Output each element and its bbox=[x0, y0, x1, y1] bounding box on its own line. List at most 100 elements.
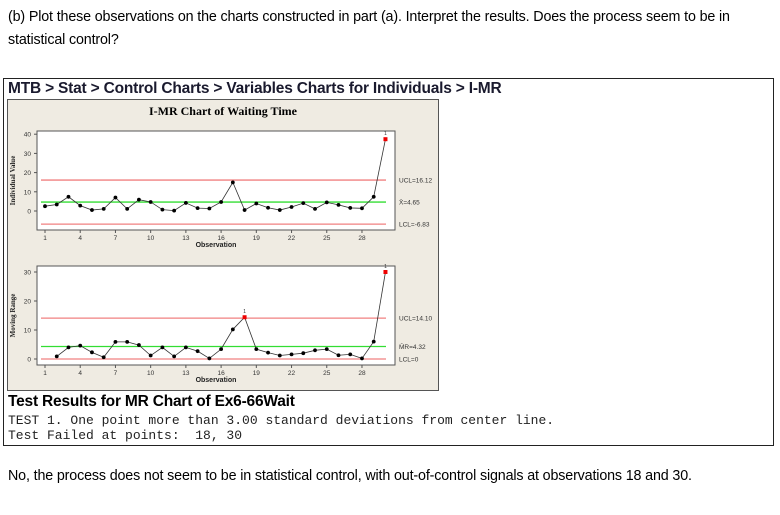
svg-text:LCL=0: LCL=0 bbox=[399, 357, 419, 364]
svg-text:13: 13 bbox=[182, 370, 190, 377]
data-point bbox=[78, 343, 83, 348]
data-point bbox=[160, 345, 165, 350]
svg-text:10: 10 bbox=[147, 235, 155, 242]
data-point bbox=[207, 206, 212, 211]
data-point bbox=[336, 202, 341, 207]
svg-text:Observation: Observation bbox=[196, 242, 237, 249]
svg-text:25: 25 bbox=[323, 370, 331, 377]
data-point bbox=[90, 208, 94, 212]
data-point bbox=[230, 180, 235, 185]
svg-text:LCL=-6.83: LCL=-6.83 bbox=[399, 222, 430, 229]
data-point bbox=[207, 356, 212, 361]
data-point bbox=[266, 205, 270, 210]
test-results-title: Test Results for MR Chart of Ex6-66Wait bbox=[8, 393, 295, 410]
svg-text:19: 19 bbox=[253, 370, 261, 377]
svg-text:13: 13 bbox=[182, 235, 190, 242]
test-results-line-1: TEST 1. One point more than 3.00 standar… bbox=[8, 413, 555, 428]
data-point bbox=[277, 353, 282, 358]
svg-text:22: 22 bbox=[288, 370, 296, 377]
data-point bbox=[289, 352, 294, 357]
data-point bbox=[336, 353, 341, 358]
svg-text:10: 10 bbox=[24, 189, 32, 196]
chart-panel-title: I-MR Chart of Waiting Time bbox=[148, 104, 297, 118]
data-point bbox=[148, 353, 153, 358]
data-point bbox=[183, 201, 188, 205]
out-of-control-point bbox=[242, 315, 247, 320]
data-point bbox=[219, 200, 224, 204]
data-point bbox=[137, 343, 141, 347]
svg-text:30: 30 bbox=[24, 151, 32, 158]
individuals-chart: 0 10 20 30 40 1 4 7 10 13 16 19 22 25 28 Observation Ind… bbox=[9, 130, 432, 249]
svg-text:28: 28 bbox=[358, 370, 366, 377]
svg-text:22: 22 bbox=[288, 235, 296, 242]
svg-text:0: 0 bbox=[27, 209, 31, 216]
data-point bbox=[137, 197, 141, 202]
svg-text:1: 1 bbox=[384, 264, 387, 270]
data-point bbox=[54, 354, 59, 359]
svg-text:Individual Value: Individual Value bbox=[9, 156, 17, 206]
data-point bbox=[266, 350, 270, 355]
data-point bbox=[254, 201, 259, 206]
data-point bbox=[360, 356, 364, 361]
svg-text:7: 7 bbox=[114, 370, 118, 377]
svg-text:1: 1 bbox=[384, 131, 387, 137]
moving-range-chart: 0 10 20 30 1 4 7 10 13 16 19 22 25 28 Observation Movin… bbox=[9, 264, 432, 384]
test-results-line-2: Test Failed at points: 18, 30 bbox=[8, 428, 243, 443]
data-point bbox=[90, 350, 94, 355]
svg-text:4: 4 bbox=[78, 235, 82, 242]
data-point bbox=[172, 208, 177, 213]
data-point bbox=[301, 351, 306, 356]
data-point bbox=[371, 339, 376, 344]
data-point bbox=[230, 327, 235, 332]
data-point bbox=[66, 194, 71, 199]
data-point bbox=[324, 347, 329, 352]
out-of-control-point bbox=[383, 270, 388, 274]
svg-text:0: 0 bbox=[27, 357, 31, 364]
svg-text:1: 1 bbox=[43, 370, 47, 377]
data-point bbox=[324, 200, 329, 205]
svg-text:Observation: Observation bbox=[196, 377, 237, 384]
data-point bbox=[277, 208, 282, 212]
data-point bbox=[254, 347, 259, 352]
data-point bbox=[101, 206, 106, 211]
svg-text:4: 4 bbox=[78, 370, 82, 377]
data-point bbox=[219, 347, 224, 352]
svg-text:16: 16 bbox=[217, 370, 225, 377]
svg-text:X̄=4.65: X̄=4.65 bbox=[399, 199, 420, 207]
minitab-output-frame bbox=[3, 78, 774, 446]
svg-text:20: 20 bbox=[24, 170, 32, 177]
data-point bbox=[195, 206, 200, 211]
svg-text:16: 16 bbox=[217, 235, 225, 242]
answer-text: No, the process does not seem to be in s… bbox=[8, 468, 692, 484]
data-point bbox=[101, 355, 106, 360]
data-point bbox=[66, 345, 71, 350]
data-point bbox=[43, 204, 47, 209]
data-point bbox=[125, 339, 130, 344]
svg-text:30: 30 bbox=[24, 270, 32, 277]
svg-text:28: 28 bbox=[358, 235, 366, 242]
data-point bbox=[348, 206, 353, 210]
svg-text:1: 1 bbox=[243, 309, 246, 315]
out-of-control-point bbox=[383, 137, 388, 142]
svg-text:M̄R=4.32: M̄R=4.32 bbox=[399, 343, 426, 351]
svg-text:20: 20 bbox=[24, 299, 32, 306]
data-point bbox=[183, 345, 188, 350]
svg-text:40: 40 bbox=[24, 132, 32, 139]
svg-text:UCL=14.10: UCL=14.10 bbox=[399, 316, 432, 323]
data-point bbox=[348, 352, 353, 357]
data-point bbox=[125, 206, 130, 211]
data-point bbox=[54, 202, 59, 207]
data-point bbox=[371, 194, 376, 199]
data-point bbox=[148, 200, 153, 204]
svg-text:7: 7 bbox=[114, 235, 118, 242]
svg-text:Moving Range: Moving Range bbox=[9, 294, 17, 338]
data-point bbox=[172, 354, 177, 359]
data-point bbox=[160, 207, 165, 212]
svg-text:UCL=16.12: UCL=16.12 bbox=[399, 178, 432, 185]
data-point bbox=[313, 348, 317, 353]
svg-text:25: 25 bbox=[323, 235, 331, 242]
data-point bbox=[242, 208, 247, 212]
data-point bbox=[113, 339, 118, 344]
data-point bbox=[113, 195, 118, 200]
